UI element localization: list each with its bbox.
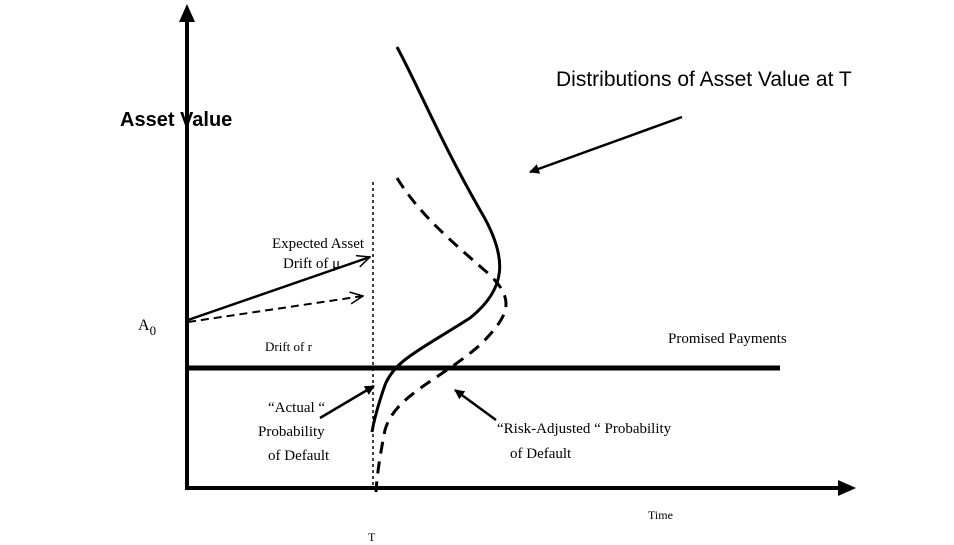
- risk-neutral-drift-arrow: [187, 296, 363, 323]
- x-arrowhead: [838, 480, 856, 496]
- risk-neutral-drift-label: Drift of r: [265, 339, 313, 354]
- start-label: A0: [138, 317, 156, 338]
- start-subscript: 0: [150, 323, 157, 338]
- y-axis-label: Asset Value: [120, 109, 232, 131]
- title: Distributions of Asset Value at T: [556, 68, 852, 91]
- start-main: A: [138, 317, 150, 334]
- risk-adjusted-line2: of Default: [510, 446, 572, 462]
- expected-drift-arrow: [187, 257, 370, 322]
- actual-line2: Probability: [258, 424, 325, 440]
- actual-pointer: [319, 384, 375, 420]
- expected-drift-line1: Expected Asset: [272, 236, 365, 252]
- horizon-label: T: [368, 530, 376, 544]
- title-pointer: [529, 115, 683, 174]
- actual-line3: of Default: [268, 448, 330, 464]
- expected-drift-line2: Drift of μ: [283, 256, 340, 272]
- actual-line1: “Actual “: [268, 400, 325, 416]
- barrier-label: Promised Payments: [668, 331, 787, 347]
- y-arrowhead: [179, 4, 195, 22]
- risk-adjusted-line1: “Risk-Adjusted “ Probability: [497, 421, 672, 437]
- risk-adjusted-pointer: [454, 388, 497, 422]
- x-axis-label: Time: [648, 508, 673, 522]
- actual-distribution: [370, 46, 502, 433]
